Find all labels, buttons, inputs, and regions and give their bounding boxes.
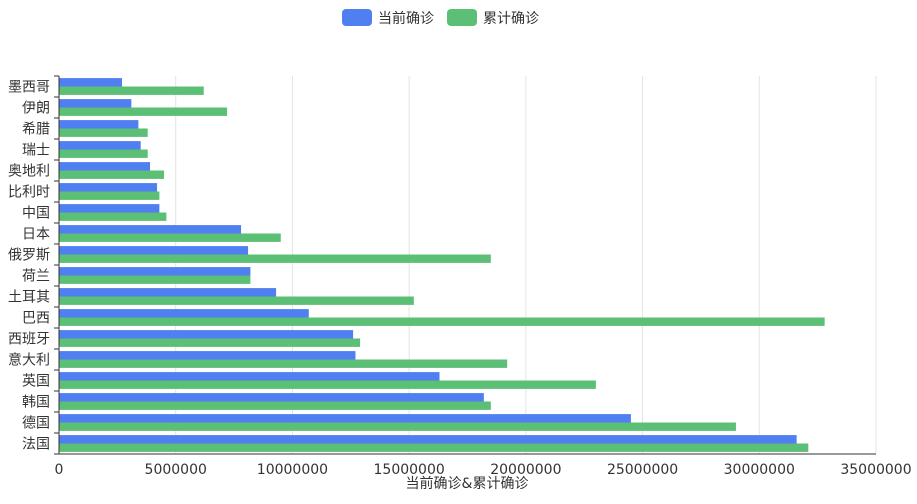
legend-swatch [342,9,372,26]
y-tick-label: 荷兰 [22,269,50,285]
y-tick-label: 中国 [22,206,50,222]
bar-cumulative[interactable] [59,86,204,95]
y-tick-label: 比利时 [8,185,50,201]
bar-cumulative[interactable] [59,254,491,263]
bar-cumulative[interactable] [59,275,251,284]
x-tick-label: 30000000 [724,462,795,478]
legend-swatch [447,9,477,26]
bar-current[interactable] [59,246,249,255]
bar-current[interactable] [59,414,631,423]
y-tick-label: 德国 [22,416,50,432]
bar-cumulative[interactable] [59,296,414,305]
legend-item-current[interactable]: 当前确诊 [342,9,434,27]
y-tick-label: 日本 [22,227,50,243]
x-tick-label: 35000000 [840,462,911,478]
y-tick-label: 瑞士 [22,143,50,159]
bar-current[interactable] [59,141,141,150]
x-tick-label: 10000000 [257,462,328,478]
bar-current[interactable] [59,351,356,360]
x-tick-label: 5000000 [145,462,207,478]
bar-cumulative[interactable] [59,170,165,179]
bar-current[interactable] [59,78,123,87]
bar-current[interactable] [59,99,132,108]
y-tick-label: 意大利 [8,352,50,369]
bar-cumulative[interactable] [59,443,809,452]
bar-cumulative[interactable] [59,233,281,242]
bar-current[interactable] [59,372,440,381]
y-tick-label: 希腊 [22,122,50,138]
y-tick-label: 土耳其 [8,290,50,306]
legend-item-cumulative[interactable]: 累计确诊 [447,9,539,27]
bar-cumulative[interactable] [59,422,736,431]
bar-current[interactable] [59,330,354,339]
bar-current[interactable] [59,288,277,297]
bar-cumulative[interactable] [59,212,167,221]
y-tick-label: 巴西 [22,311,50,327]
y-tick-label: 西班牙 [8,332,50,348]
x-tick-label: 20000000 [490,462,561,478]
bar-cumulative[interactable] [59,401,491,410]
grid-lines [175,76,877,454]
bar-cumulative[interactable] [59,149,148,158]
y-tick-label: 法国 [22,437,50,453]
bar-current[interactable] [59,435,797,444]
bar-cumulative[interactable] [59,338,361,347]
axes: 0 5000000 10000000 15000000 20000000 25000000… [8,75,912,478]
x-tick-label: 15000000 [374,462,445,478]
bar-cumulative[interactable] [59,128,148,137]
x-axis-title: 当前确诊&累计确诊 [406,475,529,492]
x-tick-label: 0 [55,462,64,478]
bar-cumulative[interactable] [59,317,825,326]
bar-current[interactable] [59,120,139,129]
bar-current[interactable] [59,393,484,402]
y-tick-label: 墨西哥 [8,80,50,96]
y-tick-label: 韩国 [22,395,50,411]
y-tick-label: 英国 [22,373,50,390]
bar-current[interactable] [59,204,160,213]
legend-label: 累计确诊 [483,11,539,27]
y-tick-label: 奥地利 [8,163,50,180]
bar-cumulative[interactable] [59,191,160,200]
bar-cumulative[interactable] [59,107,228,116]
x-tick-label: 25000000 [607,462,678,478]
legend[interactable]: 当前确诊 累计确诊 [342,9,539,27]
y-tick-label: 俄罗斯 [8,248,50,264]
bar-current[interactable] [59,183,158,192]
legend-label: 当前确诊 [378,10,434,27]
bar-current[interactable] [59,309,309,318]
bar-current[interactable] [59,162,151,171]
bar-current[interactable] [59,225,242,234]
bar-cumulative[interactable] [59,380,596,389]
bar-current[interactable] [59,267,251,276]
bars [59,78,825,452]
bar-cumulative[interactable] [59,359,508,368]
y-tick-label: 伊朗 [22,101,50,117]
